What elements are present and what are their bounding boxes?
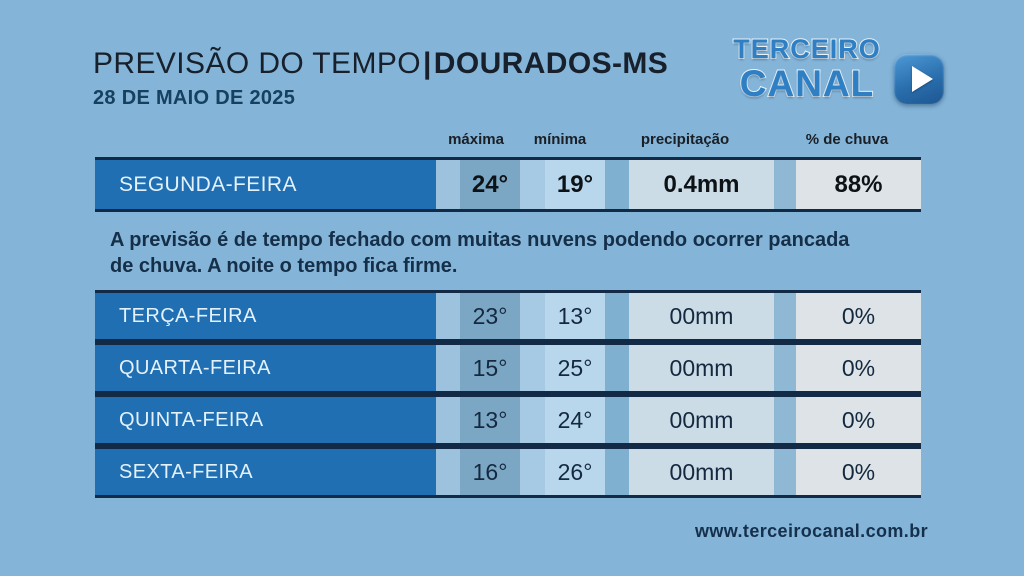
table-cell-rain-chance: 0% [796,345,921,391]
table-row-day-cell: TERÇA-FEIRA [95,293,436,339]
page-title-separator: | [422,47,432,80]
footer-website[interactable]: www.terceirocanal.com.br [694,521,928,541]
table-cell-max: 16° [460,449,520,495]
table-cell-max: 15° [460,345,520,391]
column-gap-1 [436,345,460,391]
column-gap-3 [605,293,629,339]
table-row-day-cell: QUARTA-FEIRA [95,345,436,391]
page-title-city: DOURADOS-MS [433,47,669,80]
table-cell-precipitation: 00mm [629,397,774,443]
table-cell-rain-chance: 88% [796,160,921,209]
play-triangle-icon [894,54,944,104]
table-row-day-label: QUINTA-FEIRA [119,408,264,431]
table-cell-max: 24° [460,160,520,209]
column-gap-3 [605,345,629,391]
table-cell-precipitation: 00mm [629,345,774,391]
table-row-day-cell: QUINTA-FEIRA [95,397,436,443]
table-column-headers: máxima mínima precipitação % de chuva [436,128,922,152]
table-row: QUARTA-FEIRA 15° 25° 00mm 0% [95,342,921,394]
column-gap-2 [520,345,545,391]
table-cell-min: 19° [545,160,605,209]
table-cell-precipitation: 00mm [629,293,774,339]
brand-logo-word-bottom: CANAL [739,63,875,104]
column-gap-2 [520,293,545,339]
column-gap-1 [436,397,460,443]
table-row: SEXTA-FEIRA 16° 26° 00mm 0% [95,446,921,498]
column-gap-2 [520,449,545,495]
column-gap-1 [436,160,460,209]
table-row-day-label: SEXTA-FEIRA [119,460,254,483]
column-gap-4 [774,160,796,209]
table-row-day-cell: SEGUNDA-FEIRA [95,160,436,209]
page-title-main: PREVISÃO DO TEMPO [93,47,421,80]
brand-logo[interactable]: TERCEIRO CANAL [722,34,962,118]
table-cell-precipitation: 0.4mm [629,160,774,209]
column-gap-2 [520,160,545,209]
table-cell-max: 23° [460,293,520,339]
table-cell-rain-chance: 0% [796,293,921,339]
table-row: QUINTA-FEIRA 13° 24° 00mm 0% [95,394,921,446]
table-row-day-label: QUARTA-FEIRA [119,356,271,379]
table-row-day-cell: SEXTA-FEIRA [95,449,436,495]
table-cell-min: 26° [545,449,605,495]
page-title: PREVISÃO DO TEMPO|DOURADOS-MS [93,48,713,80]
brand-logo-text: TERCEIRO CANAL [722,34,892,104]
column-gap-4 [774,345,796,391]
table-cell-min: 25° [545,345,605,391]
column-gap-1 [436,293,460,339]
column-gap-1 [436,449,460,495]
column-gap-3 [605,397,629,443]
table-cell-min: 24° [545,397,605,443]
column-gap-4 [774,397,796,443]
page-header: PREVISÃO DO TEMPO|DOURADOS-MS 28 DE MAIO… [93,48,713,110]
column-gap-3 [605,449,629,495]
column-header-max: máxima [448,131,504,148]
column-header-precipitation: precipitação [640,131,730,148]
table-cell-max: 13° [460,397,520,443]
table-cell-precipitation: 00mm [629,449,774,495]
table-row-highlighted: SEGUNDA-FEIRA 24° 19° 0.4mm 88% [95,157,921,212]
table-cell-rain-chance: 0% [796,397,921,443]
column-header-min: mínima [533,131,587,148]
forecast-description: A previsão é de tempo fechado com muitas… [110,229,850,277]
column-gap-3 [605,160,629,209]
table-row-day-label: TERÇA-FEIRA [119,304,257,327]
table-cell-rain-chance: 0% [796,449,921,495]
column-gap-4 [774,293,796,339]
forecast-date: 28 DE MAIO DE 2025 [93,86,296,109]
table-row-day-label: SEGUNDA-FEIRA [119,172,297,196]
column-gap-4 [774,449,796,495]
brand-logo-word-top: TERCEIRO [732,34,881,64]
table-cell-min: 13° [545,293,605,339]
table-row: TERÇA-FEIRA 23° 13° 00mm 0% [95,290,921,342]
column-gap-2 [520,397,545,443]
column-header-rain-chance: % de chuva [805,131,889,148]
